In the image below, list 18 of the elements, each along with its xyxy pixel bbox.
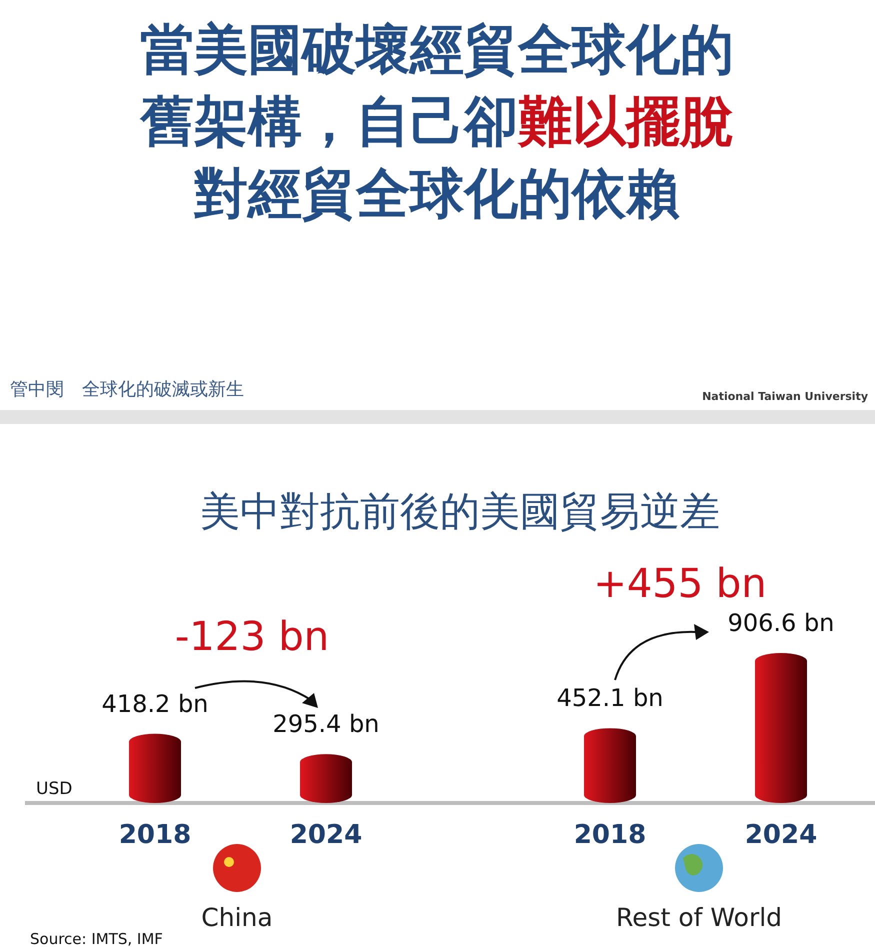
data-label: 295.4 bn xyxy=(272,710,380,738)
data-label: 452.1 bn xyxy=(556,684,664,712)
annotation: -123 bn xyxy=(174,614,330,660)
text: 當美國破壞經貿全球化的舊架構，自己卻難以擺脫對經貿全球化的依賴 xyxy=(138,17,735,227)
source-note: Source: IMTS, IMF xyxy=(30,930,163,947)
text: China xyxy=(201,903,273,932)
x-tick-label: 2018 xyxy=(574,820,646,850)
x-tick-label: 2024 xyxy=(744,820,818,850)
text: 管中閔 全球化的破滅或新生 xyxy=(10,379,244,400)
data-label: 906.6 bn xyxy=(728,609,834,637)
text: Rest of World xyxy=(616,903,782,932)
data-label: 418.2 bn xyxy=(102,690,208,718)
annotation: USD xyxy=(36,779,72,799)
text: +455 bn xyxy=(593,561,767,607)
chart-title: 美中對抗前後的美國貿易逆差 xyxy=(200,489,720,535)
x-tick-label: 2018 xyxy=(118,820,192,850)
x-tick-label: 2024 xyxy=(290,820,362,850)
text: National Taiwan University xyxy=(702,390,868,403)
